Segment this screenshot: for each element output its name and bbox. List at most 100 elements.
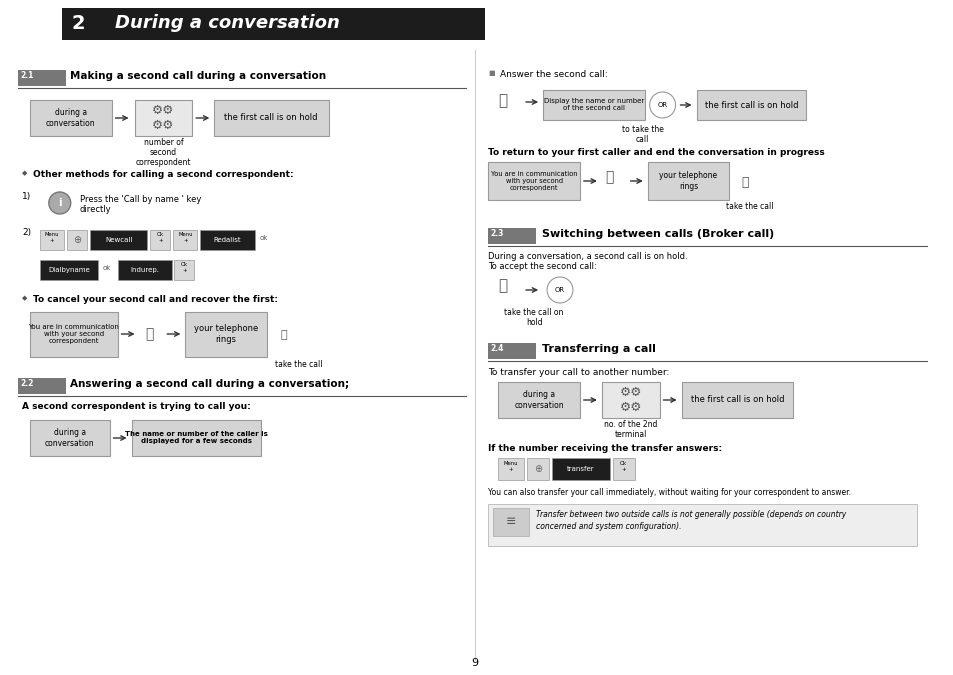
FancyBboxPatch shape [493,508,529,536]
FancyBboxPatch shape [62,8,485,40]
Text: no. of the 2nd: no. of the 2nd [603,420,657,429]
Text: Ok
+: Ok + [156,232,164,243]
Text: Answering a second call during a conversation;: Answering a second call during a convers… [70,379,349,389]
Text: correspondent: correspondent [135,158,191,167]
Text: ⊕: ⊕ [534,464,541,474]
Text: Answer the second call:: Answer the second call: [499,70,607,79]
Text: to take the: to take the [621,125,663,134]
FancyBboxPatch shape [612,458,634,480]
Text: Switching between calls (Broker call): Switching between calls (Broker call) [541,229,774,239]
Text: To return to your first caller and end the conversation in progress: To return to your first caller and end t… [488,148,824,157]
Text: the first call is on hold: the first call is on hold [224,113,317,122]
FancyBboxPatch shape [18,378,66,394]
Text: During a conversation: During a conversation [114,14,339,32]
Text: You are in communication
with your second
correspondent: You are in communication with your secon… [29,324,119,344]
Text: 📞: 📞 [498,93,507,108]
Text: i: i [58,198,62,208]
FancyBboxPatch shape [542,90,644,120]
Text: second: second [150,148,177,157]
FancyBboxPatch shape [601,382,659,418]
Text: number of: number of [144,138,183,147]
Text: Press the 'Call by name ' key
directly: Press the 'Call by name ' key directly [80,195,201,215]
Text: Other methods for calling a second correspondent:: Other methods for calling a second corre… [32,170,294,179]
Text: 📞: 📞 [498,278,507,293]
Text: concerned and system configuration).: concerned and system configuration). [536,522,680,531]
Text: during a
conversation: during a conversation [46,108,95,128]
Text: ◆: ◆ [22,170,28,176]
FancyBboxPatch shape [497,458,523,480]
FancyBboxPatch shape [40,260,97,280]
FancyBboxPatch shape [488,343,536,359]
FancyBboxPatch shape [18,70,66,86]
FancyBboxPatch shape [200,230,254,250]
Text: Transferring a call: Transferring a call [541,344,656,354]
Text: Making a second call during a conversation: Making a second call during a conversati… [70,71,326,81]
Text: 9: 9 [471,658,478,668]
Text: ■: ■ [488,70,495,76]
Text: To transfer your call to another number:: To transfer your call to another number: [488,368,669,377]
Text: ⚙⚙
⚙⚙: ⚙⚙ ⚙⚙ [618,386,641,414]
FancyBboxPatch shape [90,230,148,250]
Text: ⊕: ⊕ [72,235,81,245]
Text: take the call: take the call [274,360,322,369]
Text: To cancel your second call and recover the first:: To cancel your second call and recover t… [32,295,277,304]
FancyBboxPatch shape [488,162,579,200]
Text: call: call [636,135,649,144]
FancyBboxPatch shape [132,420,261,456]
Text: OR: OR [657,102,667,108]
Text: ◆: ◆ [22,295,28,301]
Text: ⚙⚙
⚙⚙: ⚙⚙ ⚙⚙ [152,104,174,132]
Text: 2.4: 2.4 [490,344,503,353]
FancyBboxPatch shape [552,458,609,480]
FancyBboxPatch shape [134,100,193,136]
Text: Redalist: Redalist [213,237,241,243]
Text: Dialbyname: Dialbyname [48,267,90,273]
Text: during a
conversation: during a conversation [45,429,94,448]
Circle shape [49,192,71,214]
Text: 2): 2) [22,228,31,237]
Text: 2.3: 2.3 [490,229,503,238]
Text: 2.1: 2.1 [20,71,33,80]
FancyBboxPatch shape [647,162,729,200]
Text: 📞: 📞 [740,176,748,189]
FancyBboxPatch shape [214,100,329,136]
Text: Ok
+: Ok + [619,461,627,472]
Text: Menu
+: Menu + [503,461,517,472]
FancyBboxPatch shape [527,458,549,480]
Text: To accept the second call:: To accept the second call: [488,262,597,271]
Text: 📞: 📞 [605,170,614,184]
Text: the first call is on hold: the first call is on hold [690,396,783,404]
FancyBboxPatch shape [30,100,112,136]
Text: your telephone
rings: your telephone rings [193,324,258,344]
Text: Indurep.: Indurep. [130,267,159,273]
Text: If the number receiving the transfer answers:: If the number receiving the transfer ans… [488,444,721,453]
Text: 1): 1) [22,192,31,201]
Text: A second correspondent is trying to call you:: A second correspondent is trying to call… [22,402,251,411]
FancyBboxPatch shape [151,230,171,250]
Text: take the call on: take the call on [504,308,563,317]
Text: ≡: ≡ [505,516,516,529]
FancyBboxPatch shape [174,260,194,280]
Text: ok: ok [260,235,268,241]
Text: ok: ok [103,265,111,271]
Text: Menu
+: Menu + [45,232,59,243]
Text: During a conversation, a second call is on hold.: During a conversation, a second call is … [488,252,687,261]
Text: 2: 2 [71,14,85,33]
FancyBboxPatch shape [488,504,916,546]
Text: Menu
+: Menu + [178,232,193,243]
Circle shape [649,92,675,118]
Text: Transfer between two outside calls is not generally possible (depends on country: Transfer between two outside calls is no… [536,510,845,519]
Text: terminal: terminal [614,430,646,439]
FancyBboxPatch shape [30,420,110,456]
Text: You can also transfer your call immediately, without waiting for your correspond: You can also transfer your call immediat… [488,488,850,497]
Text: the first call is on hold: the first call is on hold [704,101,798,109]
Text: during a
conversation: during a conversation [514,390,563,410]
Text: Display the name or number
of the second call: Display the name or number of the second… [543,99,643,111]
Circle shape [546,277,573,303]
Text: hold: hold [525,318,542,327]
Text: take the call: take the call [725,202,772,211]
FancyBboxPatch shape [117,260,172,280]
Text: transfer: transfer [566,466,594,472]
Text: your telephone
rings: your telephone rings [659,171,717,191]
FancyBboxPatch shape [497,382,579,418]
